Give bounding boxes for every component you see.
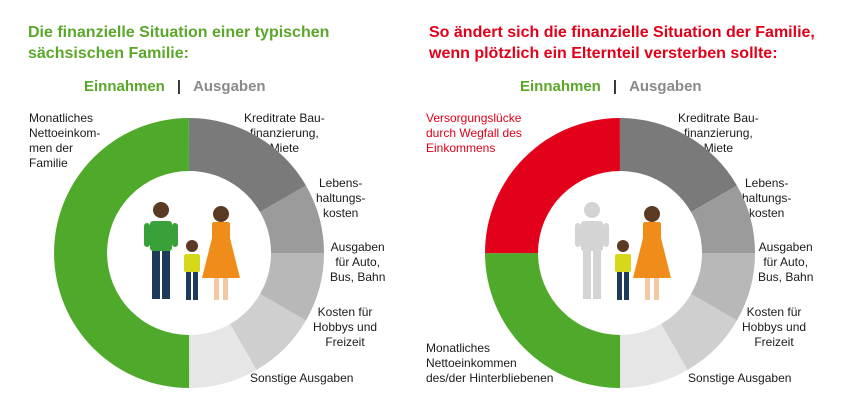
label-line: Hobbys und [313, 320, 378, 334]
income-segment [54, 118, 190, 388]
expenses-segment [260, 185, 324, 253]
expenses-segment [189, 323, 257, 388]
left-label-sonstige: Sonstige Ausgaben [250, 371, 353, 386]
label-line: Lebens- [745, 176, 789, 190]
legend-income: Einnahmen [84, 78, 165, 95]
label-line: für Auto, [335, 255, 381, 269]
label-line: des/der Hinterbliebenen [426, 371, 554, 385]
right-title-line: So ändert sich die finanzielle Situation… [429, 24, 815, 41]
label-line: Sonstige Ausgaben [688, 371, 792, 385]
mother-figure [633, 206, 671, 300]
label-line: Monatliches [426, 341, 491, 355]
family-illustration [144, 202, 240, 300]
right-title-line: wenn plötzlich ein Elternteil versterben… [429, 45, 778, 62]
right-title: So ändert sich die finanzielle Situation… [429, 22, 815, 64]
label-line: Kosten für [317, 305, 373, 319]
label-line: Hobbys und [742, 320, 807, 334]
label-line: Ausgaben [758, 240, 813, 254]
label-line: Versorgungslücke [426, 111, 522, 125]
expenses-segment [260, 253, 324, 321]
expenses-segment [189, 118, 306, 213]
label-line: men der [29, 141, 74, 155]
right-legend: Einnahmen | Ausgaben [520, 78, 702, 95]
label-line: finanzierung, [250, 126, 319, 140]
left-legend: Einnahmen | Ausgaben [84, 78, 266, 95]
label-line: Miete [703, 141, 734, 155]
right-donut-chart [485, 118, 755, 388]
expenses-segment [661, 293, 737, 370]
left-label-hobbys: Kosten für Hobbys und Freizeit [313, 305, 377, 350]
right-label-auto: Ausgaben für Auto, Bus, Bahn [758, 240, 813, 285]
left-title: Die finanzielle Situation einer typische… [28, 22, 329, 64]
right-label-hobbys: Kosten für Hobbys und Freizeit [742, 305, 806, 350]
label-line: Monatliches [29, 111, 94, 125]
label-line: Ausgaben [330, 240, 385, 254]
label-line: Einkommens [426, 141, 496, 155]
label-line: finanzierung, [684, 126, 753, 140]
label-line: Lebens- [319, 176, 363, 190]
left-label-auto: Ausgaben für Auto, Bus, Bahn [330, 240, 385, 285]
left-title-line: Die finanzielle Situation einer typische… [28, 24, 330, 41]
label-line: Bus, Bahn [330, 270, 386, 284]
family-illustration [575, 202, 671, 300]
label-line: haltungs- [316, 191, 366, 205]
expenses-segment [620, 118, 737, 213]
child-figure [184, 240, 200, 300]
label-line: kosten [323, 206, 359, 220]
right-label-kreditrate: Kreditrate Bau- finanzierung, Miete [678, 111, 759, 156]
gap-segment [485, 118, 620, 254]
expenses-segment [691, 253, 755, 321]
expenses-segment [620, 323, 688, 388]
label-line: Kosten für [746, 305, 802, 319]
child-figure [615, 240, 631, 300]
left-donut-chart [54, 118, 324, 388]
legend-expenses: Ausgaben [193, 78, 266, 95]
income-segment [485, 253, 621, 388]
panel-typical-family: Die finanzielle Situation einer typische… [28, 22, 385, 388]
expenses-segment [230, 293, 306, 370]
label-line: für Auto, [763, 255, 809, 269]
legend-expenses: Ausgaben [629, 78, 702, 95]
expenses-segment [691, 185, 755, 253]
label-line: Nettoeinkom- [29, 126, 101, 140]
label-line: Kreditrate Bau- [678, 111, 759, 125]
label-line: Freizeit [325, 335, 365, 349]
right-gap-label: Versorgungslücke durch Wegfall des Einko… [426, 111, 522, 156]
label-line: Nettoeinkommen [426, 356, 517, 370]
label-line: Bus, Bahn [758, 270, 814, 284]
mother-figure [202, 206, 240, 300]
label-line: haltungs- [742, 191, 792, 205]
label-line: Familie [29, 156, 68, 170]
label-line: durch Wegfall des [426, 126, 522, 140]
father-figure-grey [575, 202, 609, 299]
right-label-lebenshaltung: Lebens- haltungs- kosten [742, 176, 791, 221]
label-line: Kreditrate Bau- [244, 111, 325, 125]
right-label-sonstige: Sonstige Ausgaben [688, 371, 791, 386]
panel-after-loss: So ändert sich die finanzielle Situation… [426, 0, 852, 417]
legend-income: Einnahmen [520, 78, 601, 95]
left-label-lebenshaltung: Lebens- haltungs- kosten [316, 176, 365, 221]
label-line: Sonstige Ausgaben [250, 371, 354, 385]
legend-separator: | [612, 78, 618, 95]
legend-separator: | [176, 78, 182, 95]
label-line: Freizeit [754, 335, 794, 349]
left-income-label: Monatliches Nettoeinkom- men der Familie [29, 111, 100, 171]
father-figure [144, 202, 178, 299]
label-line: kosten [749, 206, 785, 220]
left-title-line: sächsischen Familie: [28, 45, 189, 62]
right-income-label: Monatliches Nettoeinkommen des/der Hinte… [426, 341, 553, 386]
